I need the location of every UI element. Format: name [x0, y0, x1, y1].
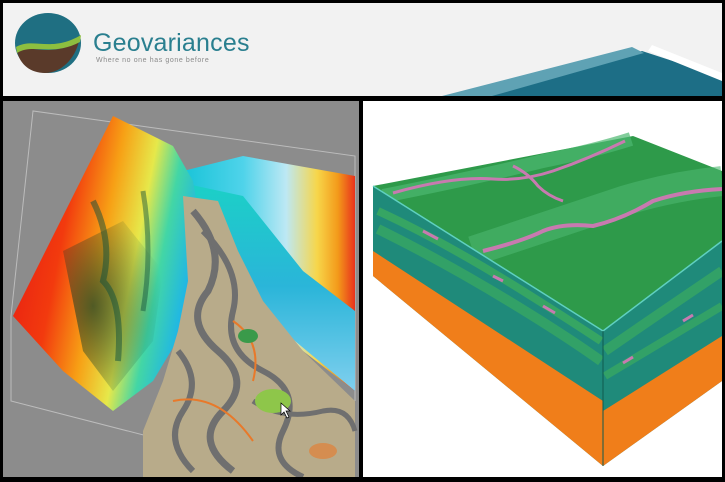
tagline: Where no one has gone before — [96, 57, 210, 64]
geologic-block-image — [363, 101, 722, 477]
brand-name: Geovariances — [93, 29, 250, 57]
terrain-surface-image — [3, 101, 359, 477]
header-banner: Geovariances Where no one has gone befor… — [3, 3, 722, 96]
geologic-block-panel — [363, 101, 722, 477]
swoosh-decoration-icon — [442, 45, 722, 96]
terrain-surface-panel — [3, 101, 359, 477]
geovariances-logo-icon — [15, 13, 81, 73]
